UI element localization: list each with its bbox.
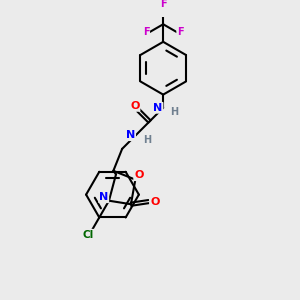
- Text: H: H: [143, 134, 151, 145]
- Text: F: F: [177, 27, 184, 37]
- Text: O: O: [134, 170, 143, 180]
- Text: F: F: [143, 27, 149, 37]
- Text: O: O: [150, 196, 159, 207]
- Text: O: O: [130, 101, 140, 111]
- Text: N: N: [99, 192, 108, 202]
- Text: Cl: Cl: [82, 230, 94, 240]
- Text: H: H: [171, 107, 179, 117]
- Text: F: F: [160, 0, 166, 9]
- Text: N: N: [126, 130, 135, 140]
- Text: N: N: [153, 103, 163, 113]
